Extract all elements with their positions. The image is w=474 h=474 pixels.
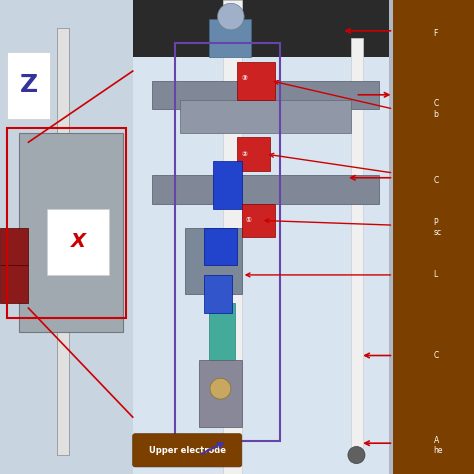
- Bar: [185, 228, 242, 294]
- Bar: [47, 209, 109, 275]
- Bar: [0, 228, 28, 265]
- Text: A
he: A he: [434, 436, 443, 455]
- Text: ②: ②: [241, 151, 247, 157]
- Text: Upper electrode: Upper electrode: [149, 446, 226, 455]
- Text: ③: ③: [241, 75, 247, 81]
- Bar: [180, 100, 351, 133]
- FancyBboxPatch shape: [133, 434, 242, 467]
- Bar: [223, 0, 242, 474]
- Text: P
sc: P sc: [434, 218, 442, 237]
- Bar: [19, 133, 123, 332]
- Bar: [204, 228, 237, 265]
- Bar: [209, 303, 235, 370]
- Bar: [152, 175, 379, 204]
- Bar: [351, 38, 363, 455]
- Text: C: C: [434, 351, 439, 360]
- Bar: [0, 265, 28, 303]
- Bar: [393, 0, 474, 474]
- Bar: [0, 0, 142, 474]
- Bar: [175, 43, 280, 441]
- Bar: [7, 128, 126, 318]
- Text: ①: ①: [246, 218, 252, 223]
- Text: X: X: [71, 232, 86, 251]
- Bar: [57, 28, 69, 455]
- Bar: [152, 81, 379, 109]
- Bar: [237, 62, 275, 100]
- Bar: [133, 0, 389, 474]
- Text: Z: Z: [19, 73, 37, 97]
- Circle shape: [210, 378, 231, 399]
- Bar: [242, 204, 275, 237]
- Bar: [199, 360, 242, 427]
- Circle shape: [348, 447, 365, 464]
- Text: C
b: C b: [434, 100, 439, 118]
- Bar: [204, 275, 232, 313]
- Bar: [7, 52, 50, 118]
- Text: F: F: [434, 29, 438, 37]
- Bar: [133, 0, 389, 57]
- Circle shape: [218, 3, 244, 30]
- Bar: [209, 19, 251, 57]
- Bar: [237, 137, 270, 171]
- Bar: [213, 161, 242, 209]
- Text: C: C: [434, 176, 439, 184]
- Text: L: L: [434, 271, 438, 279]
